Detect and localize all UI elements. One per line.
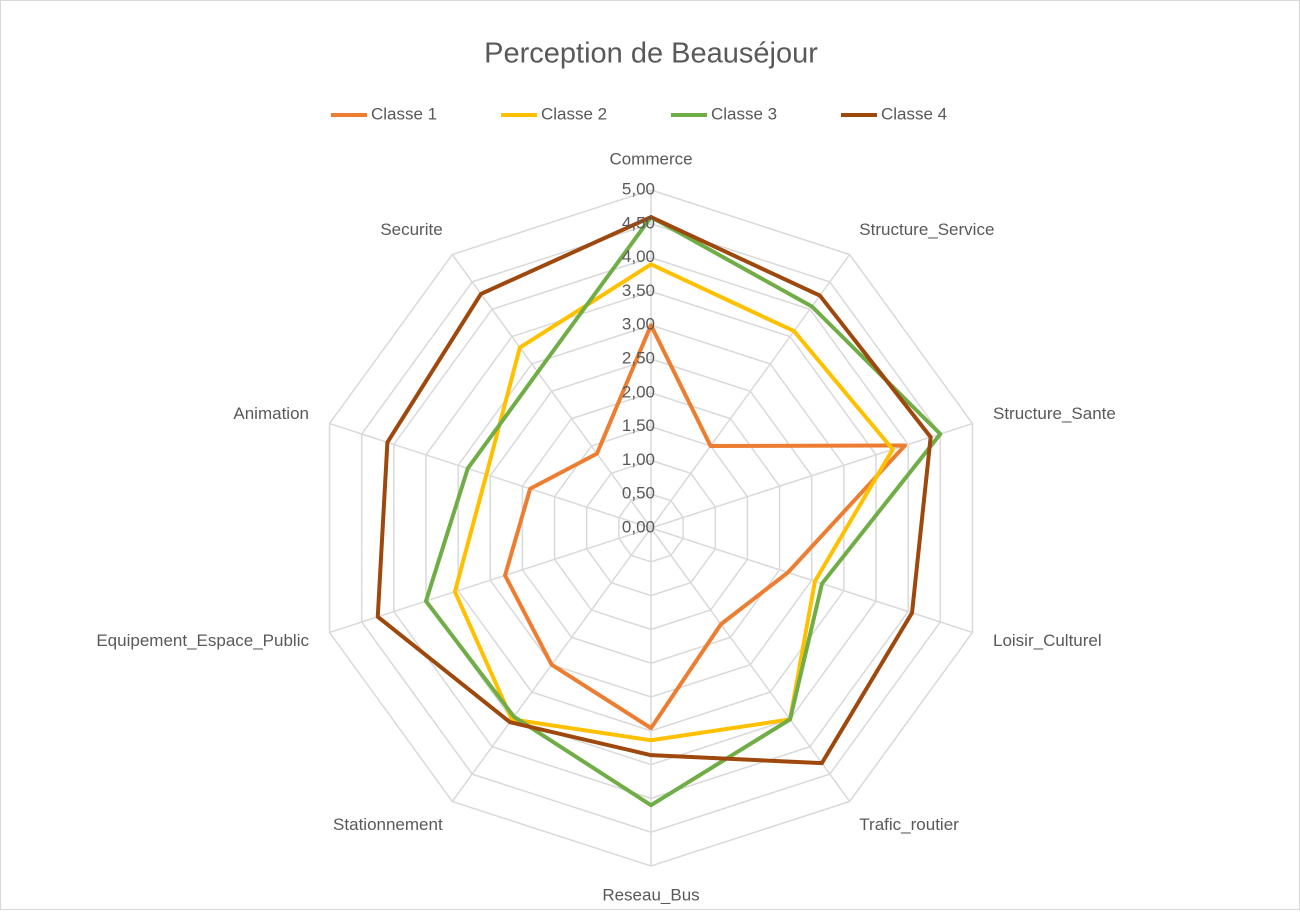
legend-label: Classe 1 bbox=[371, 104, 437, 123]
category-label: Securite bbox=[380, 220, 442, 239]
category-label: Loisir_Culturel bbox=[993, 631, 1102, 650]
category-label: Structure_Service bbox=[859, 220, 994, 239]
category-label: Reseau_Bus bbox=[602, 885, 699, 904]
legend-label: Classe 3 bbox=[711, 104, 777, 123]
category-label: Structure_Sante bbox=[993, 404, 1116, 423]
spoke bbox=[650, 527, 851, 802]
category-label: Animation bbox=[233, 404, 309, 423]
y-tick-label: 1,00 bbox=[622, 450, 655, 469]
y-tick-label: 2,00 bbox=[622, 382, 655, 401]
y-tick-label: 3,00 bbox=[622, 315, 655, 334]
y-tick-label: 2,50 bbox=[622, 348, 655, 367]
category-label: Commerce bbox=[609, 149, 692, 168]
legend-label: Classe 2 bbox=[541, 104, 607, 123]
spoke bbox=[329, 422, 652, 529]
spoke bbox=[329, 527, 652, 634]
y-tick-label: 4,50 bbox=[622, 213, 655, 232]
spoke bbox=[451, 254, 652, 529]
category-label: Trafic_routier bbox=[859, 815, 959, 834]
y-tick-label: 5,00 bbox=[622, 179, 655, 198]
y-tick-label: 4,00 bbox=[622, 247, 655, 266]
spoke bbox=[650, 422, 973, 529]
series-line bbox=[375, 215, 933, 766]
series-line bbox=[423, 215, 943, 808]
spoke bbox=[650, 254, 851, 529]
category-label: Equipement_Espace_Public bbox=[96, 631, 309, 650]
category-label: Stationnement bbox=[333, 815, 443, 834]
chart-title: Perception de Beauséjour bbox=[484, 38, 818, 70]
legend-label: Classe 4 bbox=[881, 104, 947, 123]
spoke bbox=[650, 527, 973, 634]
y-tick-label: 3,50 bbox=[622, 281, 655, 300]
y-tick-label: 0,50 bbox=[622, 484, 655, 503]
y-tick-label: 1,50 bbox=[622, 416, 655, 435]
series-line bbox=[452, 262, 895, 743]
series-line bbox=[503, 323, 907, 731]
y-tick-label: 0,00 bbox=[622, 517, 655, 536]
